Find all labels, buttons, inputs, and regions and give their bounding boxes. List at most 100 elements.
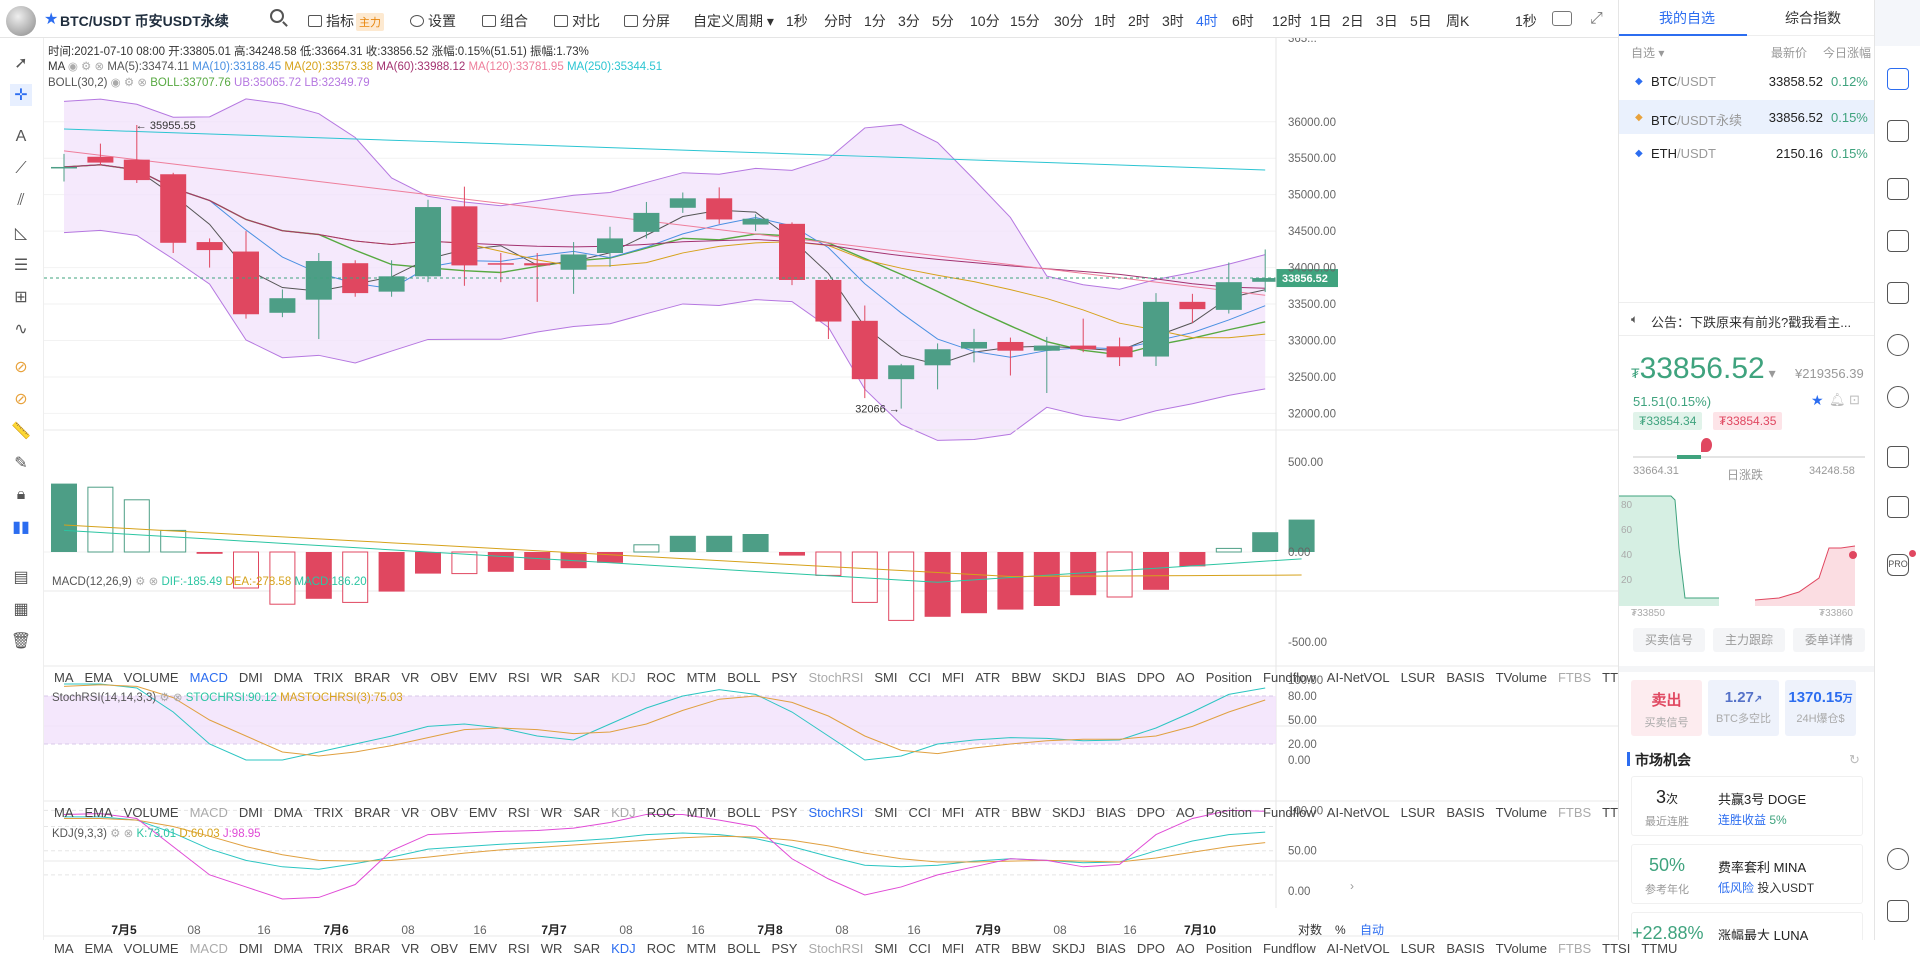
indicator-tab-ftbs[interactable]: FTBS bbox=[1557, 941, 1592, 956]
stat-card[interactable]: 1370.15万 24H爆仓$ bbox=[1785, 680, 1856, 736]
indicator-tab-bbw[interactable]: BBW bbox=[1011, 670, 1041, 685]
candle[interactable] bbox=[1033, 345, 1060, 351]
indicator-tab-ai-netvol[interactable]: AI-NetVOL bbox=[1326, 941, 1390, 956]
period-17[interactable]: 5日 bbox=[1410, 13, 1432, 29]
signal-tab-2[interactable]: 委单详情 bbox=[1793, 628, 1865, 652]
indicator-tab-vr[interactable]: VR bbox=[401, 670, 420, 685]
candle[interactable] bbox=[196, 242, 223, 251]
indicator-tab-dpo[interactable]: DPO bbox=[1136, 941, 1165, 956]
indicator-tab-wr[interactable]: WR bbox=[540, 805, 563, 820]
candle[interactable] bbox=[123, 159, 150, 181]
candle[interactable] bbox=[706, 198, 733, 220]
chart-area[interactable]: 33856.52 ← 35955.55 32066 → 365... 36000.00 3… bbox=[44, 38, 1677, 956]
indicator-tab-boll[interactable]: BOLL bbox=[727, 670, 761, 685]
market-item[interactable]: 3次 最近连胜 共赢3号 DOGE 连胜收益 5% bbox=[1631, 776, 1863, 836]
indicator-tab-fundflow[interactable]: Fundflow bbox=[1263, 805, 1316, 820]
indicator-tab-smi[interactable]: SMI bbox=[874, 941, 898, 956]
watchlist-icon[interactable] bbox=[1887, 68, 1909, 90]
collapse-arrow[interactable]: › bbox=[1350, 879, 1354, 893]
symbol-title[interactable]: BTC/USDT 币安USDT永续 bbox=[60, 13, 229, 29]
text-tool-icon[interactable]: A bbox=[15, 128, 27, 145]
news-icon[interactable] bbox=[1887, 120, 1909, 142]
indicator-tab-bbw[interactable]: BBW bbox=[1011, 941, 1041, 956]
indicator-tab-mfi[interactable]: MFI bbox=[941, 941, 965, 956]
candle[interactable] bbox=[51, 166, 77, 169]
period-4[interactable]: 5分 bbox=[932, 13, 954, 29]
bell-icon[interactable]: 🔔︎ bbox=[1829, 392, 1846, 407]
fullscreen-icon[interactable]: ⤢ bbox=[1590, 10, 1603, 27]
indicator-tab-obv[interactable]: OBV bbox=[430, 805, 458, 820]
indicator-tab-dmi[interactable]: DMI bbox=[238, 941, 263, 956]
candle[interactable] bbox=[779, 223, 805, 280]
candle[interactable] bbox=[742, 218, 769, 225]
period-11[interactable]: 4时 bbox=[1196, 13, 1218, 29]
indicator-tab-ma[interactable]: MA bbox=[54, 941, 74, 956]
candle[interactable] bbox=[269, 298, 296, 313]
indicator-tab-ttsi[interactable]: TTSI bbox=[1602, 941, 1631, 956]
indicator-tab-emv[interactable]: EMV bbox=[468, 941, 498, 956]
indicator-tab-ftbs[interactable]: FTBS bbox=[1557, 805, 1592, 820]
indicator-tab-emv[interactable]: EMV bbox=[468, 670, 498, 685]
chart-canvas[interactable]: 33856.52 ← 35955.55 32066 → 365... 36000.00 3… bbox=[44, 38, 1618, 940]
indicator-tab-dpo[interactable]: DPO bbox=[1136, 805, 1165, 820]
indicator-button[interactable]: 指标 主力 bbox=[308, 11, 384, 31]
indicator-tab-cci[interactable]: CCI bbox=[908, 670, 931, 685]
indicator-tab-vr[interactable]: VR bbox=[401, 941, 420, 956]
candle[interactable] bbox=[305, 261, 332, 300]
fibonacci-icon[interactable]: ☰ bbox=[13, 257, 29, 274]
indicator-tab-tvolume[interactable]: TVolume bbox=[1495, 941, 1547, 956]
calendar-icon[interactable]: ▦ bbox=[13, 601, 29, 618]
search-icon[interactable] bbox=[270, 9, 284, 23]
stat-card[interactable]: 卖出 买卖信号 bbox=[1631, 680, 1702, 736]
indicator-tab-cci[interactable]: CCI bbox=[908, 805, 931, 820]
magnet-strong-icon[interactable]: ⊘ bbox=[14, 391, 28, 408]
indicator-tab-psy[interactable]: PSY bbox=[771, 941, 798, 956]
candle[interactable] bbox=[233, 251, 259, 315]
period-7[interactable]: 30分 bbox=[1054, 13, 1084, 29]
indicator-tab-dma[interactable]: DMA bbox=[273, 670, 303, 685]
indicator-tab-basis[interactable]: BASIS bbox=[1446, 805, 1485, 820]
candle[interactable] bbox=[597, 238, 623, 253]
indicator-tab-mtm[interactable]: MTM bbox=[686, 941, 717, 956]
signal-tab-1[interactable]: 主力跟踪 bbox=[1713, 628, 1785, 652]
indicator-tab-bbw[interactable]: BBW bbox=[1011, 805, 1041, 820]
indicator-tab-dma[interactable]: DMA bbox=[273, 805, 303, 820]
candle[interactable] bbox=[924, 349, 951, 366]
indicator-tab-ao[interactable]: AO bbox=[1175, 805, 1195, 820]
candle[interactable] bbox=[669, 198, 696, 208]
share-icon[interactable]: ⊡ bbox=[1849, 392, 1860, 407]
indicator-tab-lsur[interactable]: LSUR bbox=[1400, 941, 1436, 956]
custom-period-button[interactable]: 自定义周期 ▾ bbox=[693, 13, 774, 29]
indicator-tab-sar[interactable]: SAR bbox=[573, 941, 601, 956]
compare-button[interactable]: 对比 bbox=[554, 11, 600, 31]
alarm-icon[interactable] bbox=[1887, 334, 1909, 356]
brush-icon[interactable]: ✎ bbox=[14, 455, 28, 472]
indicator-tab-sar[interactable]: SAR bbox=[573, 670, 601, 685]
indicator-tab-fundflow[interactable]: Fundflow bbox=[1263, 670, 1316, 685]
indicator-tab-ai-netvol[interactable]: AI-NetVOL bbox=[1326, 670, 1390, 685]
indicator-tab-roc[interactable]: ROC bbox=[646, 941, 676, 956]
indicator-tab-atr[interactable]: ATR bbox=[975, 670, 1001, 685]
parallel-line-icon[interactable]: ⫽ bbox=[17, 192, 25, 209]
crosshair-icon[interactable]: ✛ bbox=[10, 84, 32, 106]
indicator-tab-fundflow[interactable]: Fundflow bbox=[1263, 941, 1316, 956]
indicator-tab-obv[interactable]: OBV bbox=[430, 941, 458, 956]
headset-icon[interactable] bbox=[1887, 848, 1909, 870]
indicator-tab-volume[interactable]: VOLUME bbox=[123, 670, 179, 685]
notice-bar[interactable]: 🔈︎ 公告：下跌原来有前兆?戳我看主... bbox=[1619, 302, 1874, 336]
wave-tool-icon[interactable]: ∿ bbox=[14, 321, 28, 338]
indicator-tab-ma[interactable]: MA bbox=[54, 670, 74, 685]
indicator-tab-ema[interactable]: EMA bbox=[84, 805, 113, 820]
measure-icon[interactable]: ⊞ bbox=[14, 289, 28, 306]
indicator-tab-stochrsi[interactable]: StochRSI bbox=[808, 670, 864, 685]
indicator-tab-kdj[interactable]: KDJ bbox=[611, 805, 636, 820]
indicator-tab-ttmu[interactable]: TTMU bbox=[1641, 941, 1678, 956]
tab-my-watchlist[interactable]: 我的自选 bbox=[1659, 10, 1715, 26]
candle[interactable] bbox=[1252, 278, 1279, 282]
candle[interactable] bbox=[415, 207, 441, 277]
indicator-tab-lsur[interactable]: LSUR bbox=[1400, 670, 1436, 685]
watchlist-row[interactable]: ◆ BTC/USDT永续 33856.52 0.15% bbox=[1619, 100, 1874, 134]
indicator-tab-vr[interactable]: VR bbox=[401, 805, 420, 820]
candle[interactable] bbox=[1143, 301, 1169, 357]
auto-scale-toggle[interactable]: 自动 bbox=[1360, 923, 1384, 937]
